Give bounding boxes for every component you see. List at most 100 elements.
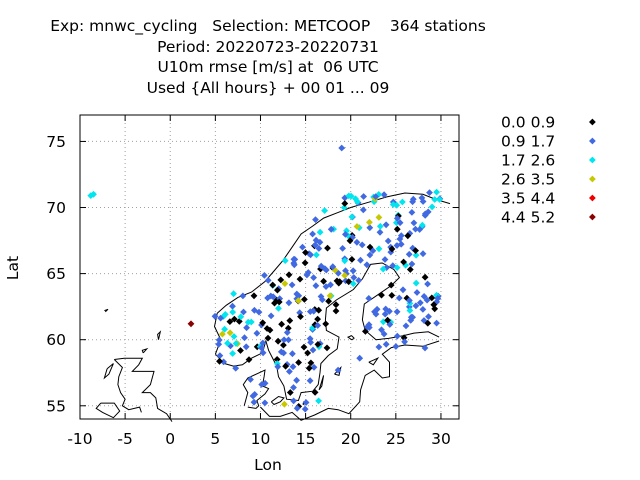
- station-point: [409, 198, 416, 206]
- station-point: [226, 329, 234, 337]
- station-point: [366, 251, 374, 259]
- station-point: [399, 286, 407, 294]
- station-point: [378, 291, 385, 299]
- station-point: [416, 226, 423, 233]
- station-point: [404, 232, 412, 240]
- y-axis-ticks: 55 60 65 70 75: [46, 133, 459, 415]
- station-point: [434, 295, 442, 302]
- station-point: [425, 313, 432, 320]
- station-point: [375, 214, 383, 221]
- coastline-segment: [157, 330, 162, 340]
- plot-frame: [79, 114, 460, 420]
- station-point: [302, 249, 309, 256]
- station-point: [426, 189, 433, 196]
- station-point: [283, 329, 291, 336]
- station-point: [412, 247, 419, 254]
- station-point: [286, 389, 294, 396]
- station-point: [237, 347, 244, 354]
- station-point: [346, 237, 354, 245]
- coastline-segment: [213, 192, 451, 355]
- station-point: [380, 330, 388, 338]
- station-point: [275, 305, 282, 312]
- station-point: [396, 219, 404, 227]
- coastline-segment: [103, 363, 114, 380]
- station-point: [419, 306, 427, 313]
- station-point: [301, 259, 309, 267]
- title-line-1: Exp: mnwc_cycling Selection: METCOOP 364…: [50, 17, 486, 35]
- station-point: [366, 224, 374, 232]
- station-point: [315, 306, 323, 314]
- station-point: [408, 260, 416, 268]
- station-point: [423, 296, 431, 304]
- station-point: [316, 228, 324, 236]
- station-point: [247, 318, 255, 326]
- station-point: [312, 216, 319, 223]
- station-point: [281, 280, 289, 287]
- coastline-segment: [113, 359, 142, 413]
- station-point: [378, 326, 385, 334]
- station-point: [354, 198, 361, 205]
- station-point: [296, 275, 304, 283]
- station-point: [290, 261, 298, 269]
- station-point: [302, 399, 310, 406]
- station-point: [428, 203, 436, 211]
- coastline-segment: [95, 402, 121, 419]
- station-point: [406, 307, 414, 314]
- station-point: [274, 363, 282, 371]
- station-point: [289, 350, 296, 358]
- station-point: [221, 325, 228, 333]
- station-point: [269, 281, 277, 289]
- station-point: [306, 335, 314, 342]
- station-point: [309, 230, 316, 238]
- station-point: [306, 308, 314, 315]
- station-point: [286, 368, 293, 375]
- station-point: [376, 222, 384, 230]
- legend-marker: [589, 118, 596, 126]
- station-point: [342, 231, 349, 238]
- station-point: [259, 339, 267, 347]
- station-point: [393, 225, 401, 233]
- station-point: [90, 190, 97, 198]
- station-point: [229, 302, 236, 310]
- legend-label: 2.6 3.5: [501, 171, 555, 189]
- station-point: [397, 232, 405, 239]
- station-point: [412, 279, 420, 287]
- station-point: [416, 299, 424, 307]
- x-tick-label: 0: [165, 430, 175, 448]
- legend-marker: [589, 175, 596, 183]
- station-point: [418, 194, 426, 202]
- station-point: [231, 315, 238, 323]
- coastline-segment: [104, 308, 109, 313]
- coastline-segment: [270, 395, 285, 406]
- x-tick-label: 25: [386, 430, 406, 448]
- station-point: [409, 313, 416, 321]
- legend-label: 4.4 5.2: [501, 209, 555, 227]
- station-point: [281, 257, 289, 264]
- station-point: [313, 251, 320, 259]
- station-point: [216, 352, 224, 359]
- station-point: [320, 277, 327, 285]
- station-point: [301, 296, 308, 303]
- station-point: [314, 341, 322, 348]
- station-point: [382, 221, 390, 229]
- station-point: [412, 251, 420, 259]
- station-point: [366, 243, 374, 251]
- station-point: [290, 397, 297, 405]
- station-point: [255, 308, 263, 316]
- y-tick-label: 65: [46, 265, 66, 283]
- station-point: [393, 219, 400, 227]
- title-line-2: Period: 20220723-20220731: [157, 37, 379, 56]
- station-point: [424, 280, 431, 288]
- station-point: [264, 277, 272, 284]
- coastline-segment: [346, 335, 355, 341]
- station-point: [310, 363, 318, 371]
- legend-label: 3.5 4.4: [501, 190, 555, 208]
- station-point: [306, 377, 314, 385]
- station-point: [348, 256, 356, 263]
- station-point: [339, 245, 346, 252]
- station-point: [305, 364, 313, 372]
- station-point: [381, 256, 389, 263]
- station-point: [261, 399, 269, 407]
- station-point: [285, 299, 293, 307]
- station-point: [229, 350, 236, 357]
